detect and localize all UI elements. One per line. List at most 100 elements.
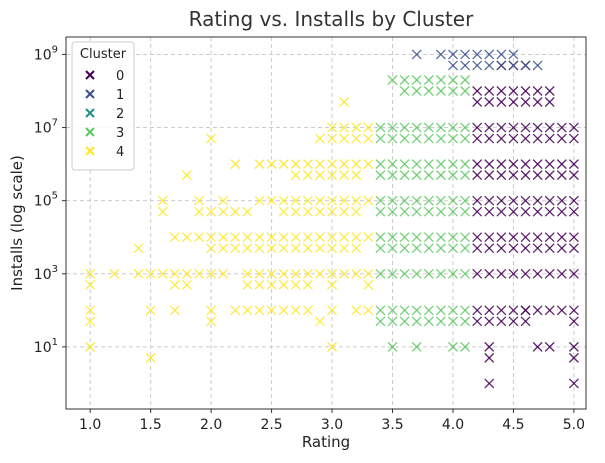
- point-cluster-4: [194, 268, 204, 279]
- point-cluster-3: [460, 75, 471, 85]
- point-cluster-3: [387, 195, 398, 206]
- point-cluster-0: [544, 86, 555, 96]
- point-cluster-0: [544, 97, 555, 107]
- point-cluster-0: [544, 232, 555, 243]
- point-cluster-3: [411, 122, 422, 133]
- point-cluster-0: [472, 195, 483, 206]
- point-cluster-3: [375, 232, 386, 243]
- point-cluster-3: [375, 170, 386, 181]
- point-cluster-4: [266, 243, 277, 254]
- point-cluster-4: [181, 232, 192, 243]
- point-cluster-1: [460, 60, 471, 71]
- point-cluster-4: [218, 232, 229, 243]
- point-cluster-0: [532, 170, 543, 181]
- point-cluster-1: [508, 49, 519, 60]
- point-cluster-0: [532, 86, 543, 96]
- point-cluster-3: [399, 170, 410, 181]
- point-cluster-4: [363, 232, 374, 243]
- point-cluster-4: [181, 170, 192, 181]
- point-cluster-4: [302, 305, 313, 316]
- point-cluster-4: [314, 206, 325, 217]
- point-cluster-3: [387, 122, 398, 133]
- point-cluster-0: [508, 86, 519, 96]
- point-cluster-0: [496, 195, 507, 206]
- point-cluster-3: [435, 159, 446, 170]
- point-cluster-4: [314, 243, 325, 254]
- point-cluster-0: [496, 305, 507, 316]
- point-cluster-4: [169, 268, 180, 279]
- point-cluster-4: [278, 206, 289, 217]
- point-cluster-0: [544, 341, 555, 352]
- point-cluster-0: [568, 170, 579, 181]
- legend-entry-0: 0: [85, 69, 124, 84]
- point-cluster-0: [520, 195, 531, 206]
- point-cluster-0: [484, 170, 495, 181]
- x-tick-label: 5.0: [563, 417, 585, 433]
- point-cluster-3: [411, 86, 422, 96]
- point-cluster-3: [435, 195, 446, 206]
- x-tick-label: 3.5: [381, 417, 403, 433]
- point-cluster-3: [411, 170, 422, 181]
- point-cluster-4: [314, 232, 325, 243]
- point-cluster-4: [327, 159, 338, 170]
- point-cluster-3: [448, 159, 458, 170]
- point-cluster-0: [568, 195, 579, 206]
- point-cluster-4: [278, 305, 289, 316]
- point-cluster-3: [411, 243, 422, 254]
- legend: Cluster 0 1 2 3 4: [71, 41, 135, 171]
- data-points: [85, 49, 579, 389]
- point-cluster-0: [568, 122, 579, 133]
- legend-box: [71, 41, 135, 171]
- point-cluster-0: [472, 243, 483, 254]
- point-cluster-0: [532, 268, 543, 279]
- point-cluster-4: [254, 305, 265, 316]
- point-cluster-4: [351, 243, 362, 254]
- point-cluster-4: [85, 316, 96, 327]
- y-axis-label: Installs (log scale): [8, 155, 26, 291]
- point-cluster-0: [520, 243, 531, 254]
- point-cluster-4: [302, 268, 313, 279]
- point-cluster-3: [387, 75, 398, 85]
- point-cluster-0: [568, 352, 579, 363]
- point-cluster-4: [339, 159, 350, 170]
- point-cluster-0: [484, 232, 495, 243]
- point-cluster-1: [460, 49, 471, 60]
- point-cluster-4: [302, 159, 313, 170]
- point-cluster-3: [435, 305, 446, 316]
- point-cluster-3: [435, 86, 446, 96]
- point-cluster-4: [339, 195, 350, 206]
- point-cluster-1: [484, 60, 495, 71]
- point-cluster-4: [266, 159, 277, 170]
- point-cluster-1: [435, 49, 446, 60]
- point-cluster-4: [254, 279, 265, 290]
- point-cluster-4: [169, 279, 180, 290]
- point-cluster-0: [484, 378, 495, 389]
- point-cluster-3: [423, 316, 434, 327]
- point-cluster-0: [568, 341, 579, 352]
- point-cluster-4: [290, 206, 301, 217]
- point-cluster-0: [520, 122, 531, 133]
- point-cluster-3: [460, 159, 471, 170]
- point-cluster-1: [532, 60, 543, 71]
- point-cluster-3: [423, 159, 434, 170]
- point-cluster-0: [496, 206, 507, 217]
- point-cluster-4: [230, 159, 241, 170]
- point-cluster-3: [460, 170, 471, 181]
- point-cluster-0: [532, 159, 543, 170]
- point-cluster-0: [508, 232, 519, 243]
- point-cluster-3: [448, 341, 458, 352]
- point-cluster-3: [387, 232, 398, 243]
- point-cluster-3: [448, 206, 458, 217]
- point-cluster-4: [351, 305, 362, 316]
- point-cluster-0: [484, 159, 495, 170]
- x-tick-label: 4.0: [442, 417, 464, 433]
- point-cluster-0: [556, 170, 567, 181]
- point-cluster-3: [448, 305, 458, 316]
- point-cluster-0: [520, 305, 531, 316]
- legend-marker: [85, 146, 95, 156]
- point-cluster-3: [411, 133, 422, 144]
- point-cluster-3: [435, 170, 446, 181]
- point-cluster-3: [423, 305, 434, 316]
- y-tick-label: 109: [34, 44, 58, 63]
